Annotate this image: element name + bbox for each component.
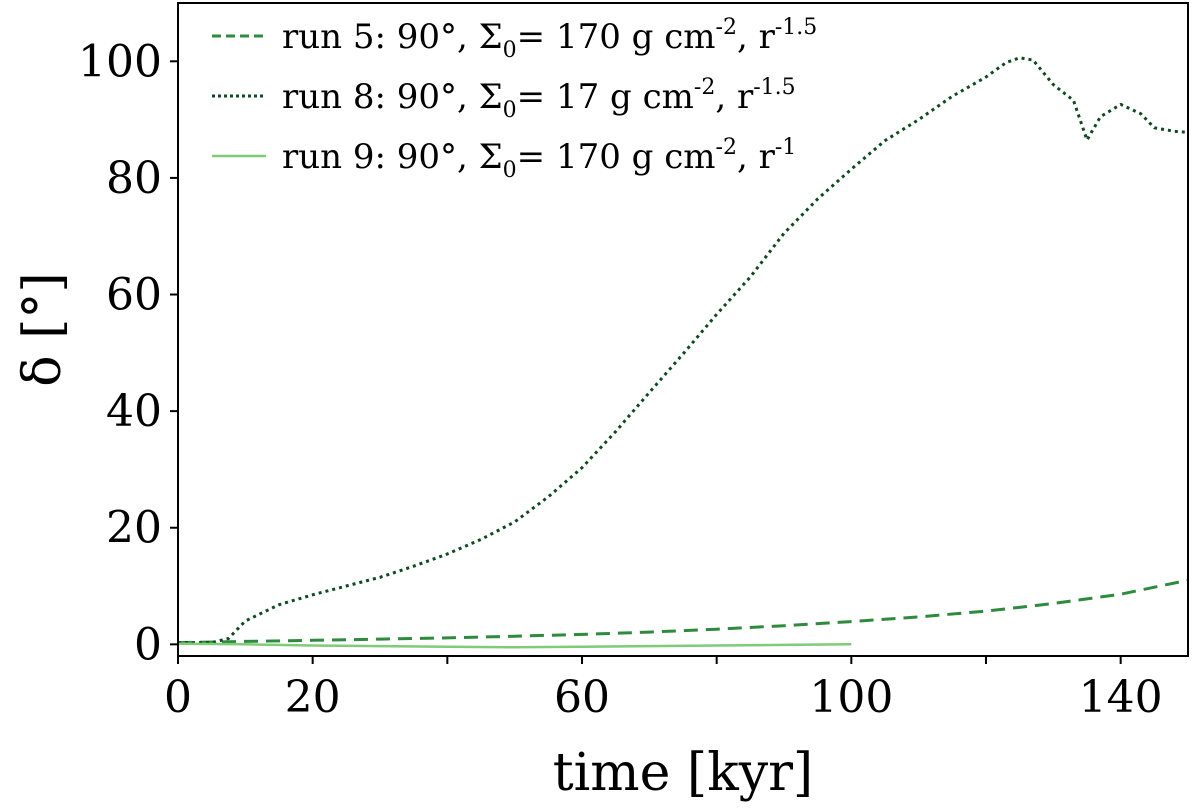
x-axis-label: time [kyr]: [553, 743, 813, 803]
y-axis-label: δ [°]: [13, 272, 73, 386]
legend-label-run5: run 5: 90°, Σ0= 170 g cm-2, r-1.5: [282, 15, 817, 63]
y-tick-label: 100: [78, 36, 162, 87]
x-axis: 0 20 60 100 140: [164, 656, 1163, 723]
x-tick-label: 60: [554, 672, 610, 723]
series-line-run5: [177, 578, 1189, 645]
y-tick-label: 40: [106, 386, 162, 437]
x-tick-label: 140: [1079, 672, 1163, 723]
y-tick-label: 20: [106, 503, 162, 554]
series-line-run9: [177, 642, 852, 649]
legend-label-run8: run 8: 90°, Σ0= 17 g cm-2, r-1.5: [282, 75, 796, 123]
plot-lines: [177, 56, 1189, 649]
legend: run 5: 90°, Σ0= 170 g cm-2, r-1.5 run 8: …: [212, 15, 817, 183]
y-tick-label: 0: [134, 619, 162, 670]
x-tick-label: 0: [164, 672, 192, 723]
y-tick-label: 80: [106, 153, 162, 204]
y-tick-label: 60: [106, 270, 162, 321]
x-tick-label: 20: [285, 672, 341, 723]
legend-label-run9: run 9: 90°, Σ0= 170 g cm-2, r-1: [282, 135, 796, 183]
x-tick-label: 100: [809, 672, 893, 723]
plot-frame: [177, 2, 1189, 657]
y-axis: 0 20 40 60 80 100: [78, 36, 178, 670]
